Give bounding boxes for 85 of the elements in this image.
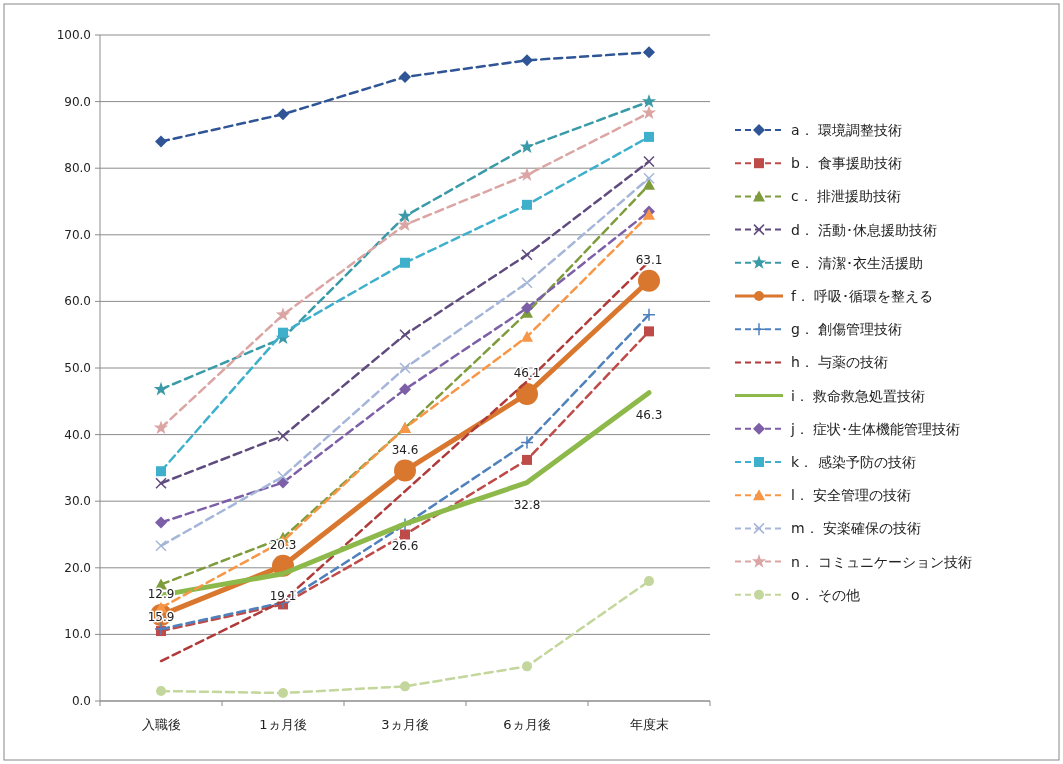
point <box>519 139 535 153</box>
point <box>399 328 411 341</box>
point <box>154 622 168 636</box>
point <box>156 686 166 697</box>
y-tick-label: 0.0 <box>71 694 91 708</box>
point <box>644 131 654 142</box>
legend-label: c． 排泄援助技術 <box>791 188 902 205</box>
legend-label: d． 活動･休息援助技術 <box>791 221 938 238</box>
point <box>516 382 538 405</box>
y-tick-label: 30.0 <box>64 494 91 509</box>
point <box>638 269 660 292</box>
y-tick-label: 20.0 <box>64 560 91 575</box>
point <box>522 454 532 465</box>
data-label: 46.1 <box>513 365 541 380</box>
data-label: 34.6 <box>391 442 419 457</box>
legend-label: g． 創傷管理技術 <box>791 321 903 338</box>
legend-label: j． 症状･生体機能管理技術 <box>790 420 961 437</box>
point <box>643 178 655 190</box>
point <box>643 46 655 59</box>
legend-label: b． 食事援助技術 <box>791 155 903 172</box>
point <box>397 217 413 231</box>
point <box>520 435 534 450</box>
legend-label: n． コミュニケーション技術 <box>791 553 973 570</box>
point <box>155 135 167 148</box>
point <box>397 208 413 223</box>
point <box>521 249 533 261</box>
point <box>400 681 410 692</box>
y-tick-label: 40.0 <box>64 427 91 442</box>
x-tick-label: 3ヵ月後 <box>381 717 429 732</box>
x-tick-label: 入職後 <box>141 717 181 732</box>
x-tick-label: 1ヵ月後 <box>259 717 307 732</box>
legend-label: i． 救命救急処置技術 <box>791 387 926 404</box>
point <box>153 381 169 396</box>
y-tick-label: 70.0 <box>64 227 91 242</box>
point <box>643 172 655 184</box>
point <box>275 307 291 321</box>
point <box>644 576 654 587</box>
point <box>521 330 533 342</box>
legend-label: l． 安全管理の技術 <box>791 487 912 504</box>
legend-label: h． 与薬の技術 <box>791 354 889 371</box>
point <box>521 302 533 315</box>
point <box>394 459 416 482</box>
point <box>400 257 410 268</box>
point <box>156 466 166 477</box>
y-tick-label: 50.0 <box>64 361 91 375</box>
point <box>155 477 167 489</box>
point <box>643 155 655 168</box>
legend-label: m． 安楽確保の技術 <box>791 520 922 537</box>
x-tick-label: 6ヵ月後 <box>503 717 551 732</box>
point <box>400 529 410 540</box>
legend-label: a． 環境調整技術 <box>791 122 903 138</box>
data-label: 46.3 <box>635 407 663 422</box>
point <box>522 661 532 672</box>
y-tick-label: 60.0 <box>64 294 91 309</box>
point <box>519 167 535 181</box>
legend-label: f． 呼吸･循環を整える <box>791 288 934 304</box>
point <box>642 307 656 322</box>
point <box>278 688 288 699</box>
x-tick-label: 年度末 <box>629 717 669 732</box>
y-tick-label: 90.0 <box>64 94 91 109</box>
point <box>644 326 654 337</box>
legend-label: e． 清潔･衣生活援助 <box>791 254 924 271</box>
point <box>153 420 169 435</box>
point <box>277 430 289 442</box>
point <box>155 540 167 552</box>
point <box>399 362 411 374</box>
y-tick-label: 10.0 <box>64 627 91 642</box>
point <box>155 516 167 529</box>
point <box>277 108 289 121</box>
point <box>278 327 288 338</box>
data-label: 26.6 <box>391 538 419 553</box>
point <box>399 70 411 83</box>
point <box>399 383 411 396</box>
data-label: 63.1 <box>635 252 663 267</box>
point <box>521 54 533 67</box>
point <box>277 470 289 483</box>
point <box>641 105 657 119</box>
legend-label: k． 感染予防の技術 <box>791 454 916 470</box>
point <box>641 94 657 108</box>
y-tick-label: 100.0 <box>56 28 91 42</box>
legend-label: o． その他 <box>791 586 861 603</box>
point <box>522 199 532 210</box>
y-tick-label: 80.0 <box>64 161 91 176</box>
data-label: 32.8 <box>513 497 541 512</box>
point <box>521 277 533 289</box>
